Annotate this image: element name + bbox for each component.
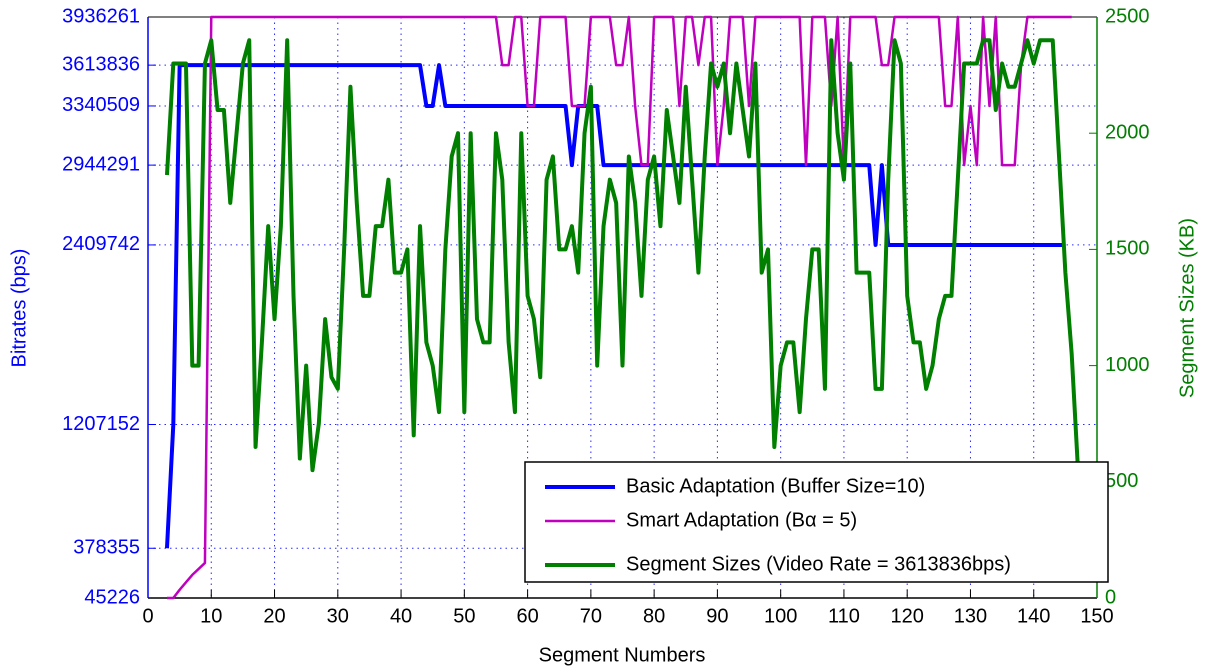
y-tick-label: 2944291 bbox=[62, 153, 140, 175]
y-tick-label: 3936261 bbox=[62, 5, 140, 27]
x-tick-label: 80 bbox=[643, 605, 665, 627]
x-tick-label: 70 bbox=[580, 605, 602, 627]
x-tick-label: 130 bbox=[954, 605, 987, 627]
x-tick-label: 60 bbox=[516, 605, 538, 627]
x-tick-label: 0 bbox=[142, 605, 153, 627]
x-tick-label: 120 bbox=[891, 605, 924, 627]
x-tick-label: 90 bbox=[706, 605, 728, 627]
y-tick-label: 378355 bbox=[73, 537, 140, 559]
x-tick-label: 30 bbox=[327, 605, 349, 627]
y-tick-label: 3340509 bbox=[62, 94, 140, 116]
legend-label: Basic Adaptation (Buffer Size=10) bbox=[626, 475, 925, 497]
series-line bbox=[166, 15, 1072, 600]
y-tick-label: 1207152 bbox=[62, 413, 140, 435]
y2-tick-label: 2500 bbox=[1105, 5, 1150, 27]
x-tick-label: 40 bbox=[390, 605, 412, 627]
series-line bbox=[164, 38, 1081, 473]
series-line bbox=[164, 63, 1066, 549]
x-tick-label: 150 bbox=[1080, 605, 1113, 627]
y2-axis-label: Segment Sizes (KB) bbox=[1176, 218, 1198, 398]
legend-label: Smart Adaptation (Bα = 5) bbox=[626, 509, 857, 531]
legend: Basic Adaptation (Buffer Size=10) Smart A… bbox=[524, 461, 1109, 583]
y2-tick-label: 0 bbox=[1105, 586, 1116, 608]
y2-tick-label: 1500 bbox=[1105, 238, 1150, 260]
y-tick-label: 45226 bbox=[84, 586, 140, 608]
y2-tick-label: 500 bbox=[1105, 470, 1138, 492]
x-tick-label: 50 bbox=[453, 605, 475, 627]
x-tick-label: 100 bbox=[764, 605, 797, 627]
x-tick-label: 10 bbox=[200, 605, 222, 627]
x-tick-label: 140 bbox=[1017, 605, 1050, 627]
y2-tick-label: 2000 bbox=[1105, 121, 1150, 143]
y-tick-label: 3613836 bbox=[62, 53, 140, 75]
x-tick-label: 20 bbox=[263, 605, 285, 627]
y-axis-label: Bitrates (bps) bbox=[8, 249, 30, 368]
legend-label: Segment Sizes (Video Rate = 3613836bps) bbox=[626, 553, 1011, 575]
legend-box bbox=[524, 461, 1109, 583]
x-axis-label: Segment Numbers bbox=[539, 644, 706, 666]
y-tick-label: 2409742 bbox=[62, 233, 140, 255]
x-tick-label: 110 bbox=[828, 605, 860, 627]
y2-tick-label: 1000 bbox=[1105, 354, 1150, 376]
